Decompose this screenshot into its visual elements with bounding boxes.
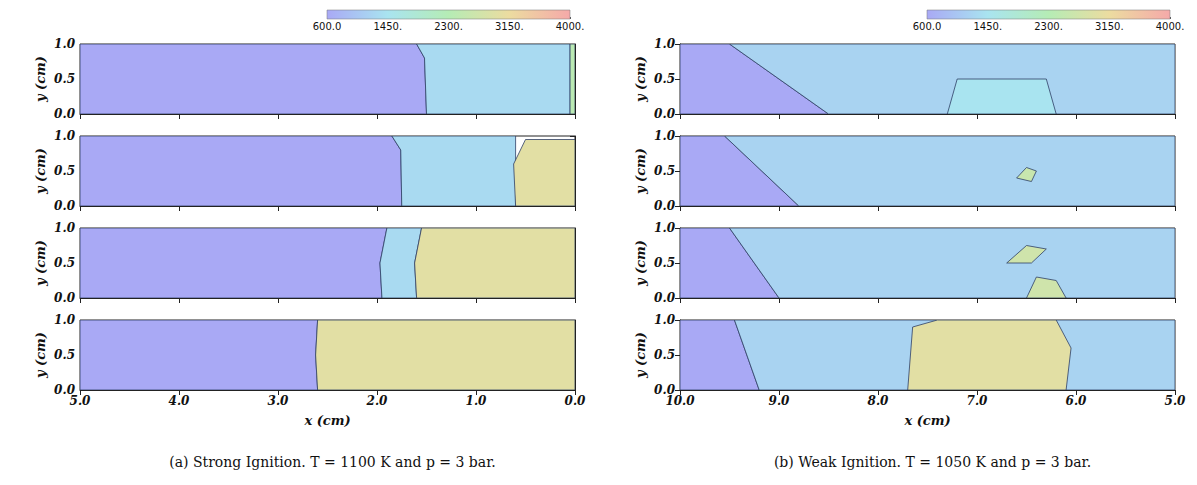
svg-text:1.0: 1.0 xyxy=(54,313,76,327)
svg-text:0.5: 0.5 xyxy=(54,72,75,86)
svg-text:1.0: 1.0 xyxy=(654,37,676,51)
svg-text:1450.: 1450. xyxy=(373,21,402,32)
svg-text:5.0: 5.0 xyxy=(70,394,92,408)
svg-text:0.5: 0.5 xyxy=(54,348,75,362)
svg-text:x (cm): x (cm) xyxy=(303,413,350,428)
svg-text:y (cm): y (cm) xyxy=(33,56,48,103)
svg-text:0.5: 0.5 xyxy=(654,72,675,86)
svg-text:5.0: 5.0 xyxy=(1165,394,1187,408)
svg-text:1.0: 1.0 xyxy=(654,221,676,235)
svg-text:0.0: 0.0 xyxy=(54,291,76,305)
svg-text:0.5: 0.5 xyxy=(654,164,675,178)
svg-text:0.0: 0.0 xyxy=(54,107,76,121)
svg-text:0.5: 0.5 xyxy=(54,256,75,270)
svg-text:3.0: 3.0 xyxy=(268,394,290,408)
svg-text:(b) Weak Ignition. T = 1050 K: (b) Weak Ignition. T = 1050 K and p = 3 … xyxy=(774,454,1091,470)
svg-text:10.0: 10.0 xyxy=(665,394,695,408)
svg-text:4.0: 4.0 xyxy=(169,394,191,408)
svg-text:(a) Strong Ignition. T = 1100: (a) Strong Ignition. T = 1100 K and p = … xyxy=(169,454,496,470)
svg-text:0.0: 0.0 xyxy=(654,291,676,305)
svg-text:2300.: 2300. xyxy=(1034,21,1063,32)
svg-text:y (cm): y (cm) xyxy=(33,148,48,195)
svg-text:1.0: 1.0 xyxy=(54,129,76,143)
svg-text:3150.: 3150. xyxy=(495,21,524,32)
svg-text:9.0: 9.0 xyxy=(769,394,791,408)
svg-text:8.0: 8.0 xyxy=(868,394,890,408)
svg-text:y (cm): y (cm) xyxy=(33,240,48,287)
svg-text:6.0: 6.0 xyxy=(1066,394,1088,408)
svg-text:1.0: 1.0 xyxy=(54,37,76,51)
svg-text:7.0: 7.0 xyxy=(967,394,989,408)
svg-text:3150.: 3150. xyxy=(1095,21,1124,32)
svg-text:0.5: 0.5 xyxy=(654,348,675,362)
svg-text:1.0: 1.0 xyxy=(654,313,676,327)
svg-text:4000.: 4000. xyxy=(1156,21,1185,32)
svg-text:1450.: 1450. xyxy=(973,21,1002,32)
svg-text:0.0: 0.0 xyxy=(565,394,587,408)
svg-text:0.5: 0.5 xyxy=(654,256,675,270)
svg-text:2300.: 2300. xyxy=(434,21,463,32)
svg-text:y (cm): y (cm) xyxy=(633,56,648,103)
svg-text:1.0: 1.0 xyxy=(654,129,676,143)
svg-text:4000.: 4000. xyxy=(556,21,585,32)
svg-text:0.0: 0.0 xyxy=(54,199,76,213)
svg-text:y (cm): y (cm) xyxy=(633,148,648,195)
svg-text:0.0: 0.0 xyxy=(654,107,676,121)
svg-text:0.0: 0.0 xyxy=(54,383,75,397)
svg-text:y (cm): y (cm) xyxy=(633,240,648,287)
svg-text:x (cm): x (cm) xyxy=(903,413,950,428)
svg-text:1.0: 1.0 xyxy=(54,221,76,235)
svg-text:0.5: 0.5 xyxy=(54,164,75,178)
svg-text:0.0: 0.0 xyxy=(654,383,675,397)
svg-text:600.0: 600.0 xyxy=(913,21,942,32)
svg-text:y (cm): y (cm) xyxy=(633,332,648,379)
svg-text:1.0: 1.0 xyxy=(466,394,488,408)
svg-text:600.0: 600.0 xyxy=(313,21,342,32)
svg-text:0.0: 0.0 xyxy=(654,199,676,213)
svg-text:2.0: 2.0 xyxy=(366,394,389,408)
svg-text:y (cm): y (cm) xyxy=(33,332,48,379)
